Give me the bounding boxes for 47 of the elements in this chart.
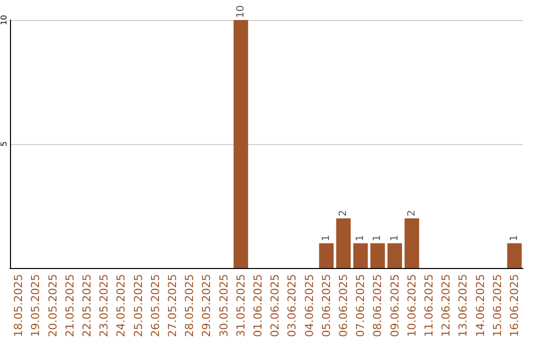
x-tick-label: 11.06.2025 — [422, 274, 436, 338]
x-tick-label: 27.05.2025 — [166, 274, 179, 338]
x-tick-label: 29.05.2025 — [200, 274, 214, 338]
x-tick-label: 13.06.2025 — [456, 274, 470, 338]
x-tick-label: 23.05.2025 — [98, 274, 111, 338]
x-tick-label: 28.05.2025 — [183, 274, 196, 338]
data-label: 1 — [355, 234, 366, 242]
bar — [319, 243, 334, 268]
x-tick-label: 12.06.2025 — [440, 274, 453, 338]
y-tick-label: 5 — [0, 141, 8, 147]
x-tick-label: 21.05.2025 — [63, 274, 76, 338]
data-label: 1 — [508, 234, 520, 242]
data-label: 1 — [372, 234, 384, 242]
x-tick-label: 10.06.2025 — [405, 274, 418, 338]
bar — [387, 243, 402, 268]
bar — [336, 218, 351, 268]
bar — [507, 243, 522, 268]
x-tick-label: 03.06.2025 — [286, 274, 299, 338]
x-tick-label: 19.05.2025 — [29, 274, 42, 338]
data-label: 1 — [389, 234, 400, 242]
x-tick-label: 15.06.2025 — [490, 274, 504, 338]
x-tick-label: 30.05.2025 — [217, 274, 230, 338]
bar — [353, 243, 368, 268]
x-tick-label: 24.05.2025 — [114, 274, 128, 338]
x-tick-label: 04.06.2025 — [302, 274, 316, 338]
bar — [370, 243, 385, 268]
x-tick-label: 25.05.2025 — [132, 274, 145, 338]
data-label: 1 — [320, 234, 332, 242]
x-tick-label: 06.06.2025 — [336, 274, 350, 338]
data-label: 2 — [338, 210, 349, 216]
bar — [404, 218, 420, 268]
x-tick-label: 05.06.2025 — [320, 274, 333, 338]
data-label: 10 — [235, 5, 246, 18]
x-tick-label: 22.05.2025 — [80, 274, 94, 338]
x-tick-label: 16.06.2025 — [508, 274, 521, 338]
x-tick-label: 14.06.2025 — [474, 274, 487, 338]
x-tick-label: 26.05.2025 — [148, 274, 162, 338]
x-tick-label: 08.06.2025 — [371, 274, 384, 338]
x-tick-label: 02.06.2025 — [268, 274, 282, 338]
x-tick-label: 09.06.2025 — [388, 274, 402, 338]
x-tick-label: 18.05.2025 — [12, 274, 26, 338]
bar — [234, 20, 248, 268]
x-tick-label: 01.06.2025 — [251, 274, 264, 338]
x-tick-label: 07.06.2025 — [354, 274, 368, 338]
data-label: 2 — [406, 210, 418, 216]
x-tick-label: 31.05.2025 — [234, 274, 248, 338]
x-tick-label: 20.05.2025 — [46, 274, 60, 338]
